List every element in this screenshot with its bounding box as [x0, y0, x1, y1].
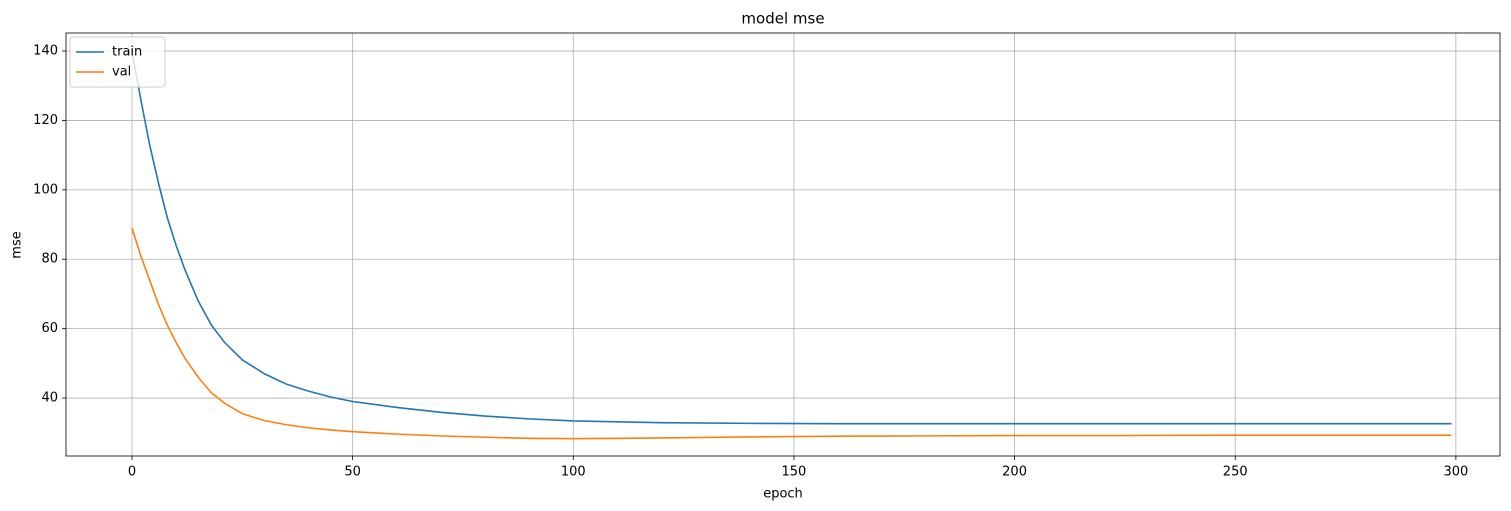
- y-tick-label: 100: [33, 182, 58, 197]
- x-tick-label: 150: [782, 465, 807, 480]
- x-tick-label: 50: [344, 465, 361, 480]
- y-tick-label: 80: [41, 252, 58, 267]
- y-tick-label: 120: [33, 113, 58, 128]
- plot-frame: [65, 32, 1501, 457]
- x-axis-label: epoch: [763, 487, 803, 502]
- legend-label: val: [112, 65, 131, 80]
- x-tick-label: 100: [561, 465, 586, 480]
- legend-box: [69, 36, 166, 88]
- x-tick-label: 300: [1443, 465, 1468, 480]
- y-tick-label: 40: [41, 391, 58, 406]
- chart-title: model mse: [741, 10, 824, 28]
- y-tick-label: 140: [33, 44, 58, 59]
- x-tick-label: 200: [1002, 465, 1027, 480]
- y-axis-label: mse: [10, 231, 25, 258]
- line: [131, 50, 1452, 425]
- legend-label: train: [112, 45, 142, 60]
- y-tick-label: 60: [41, 321, 58, 336]
- line: [131, 227, 1452, 440]
- x-tick-label: 0: [128, 465, 136, 480]
- x-tick-label: 250: [1223, 465, 1248, 480]
